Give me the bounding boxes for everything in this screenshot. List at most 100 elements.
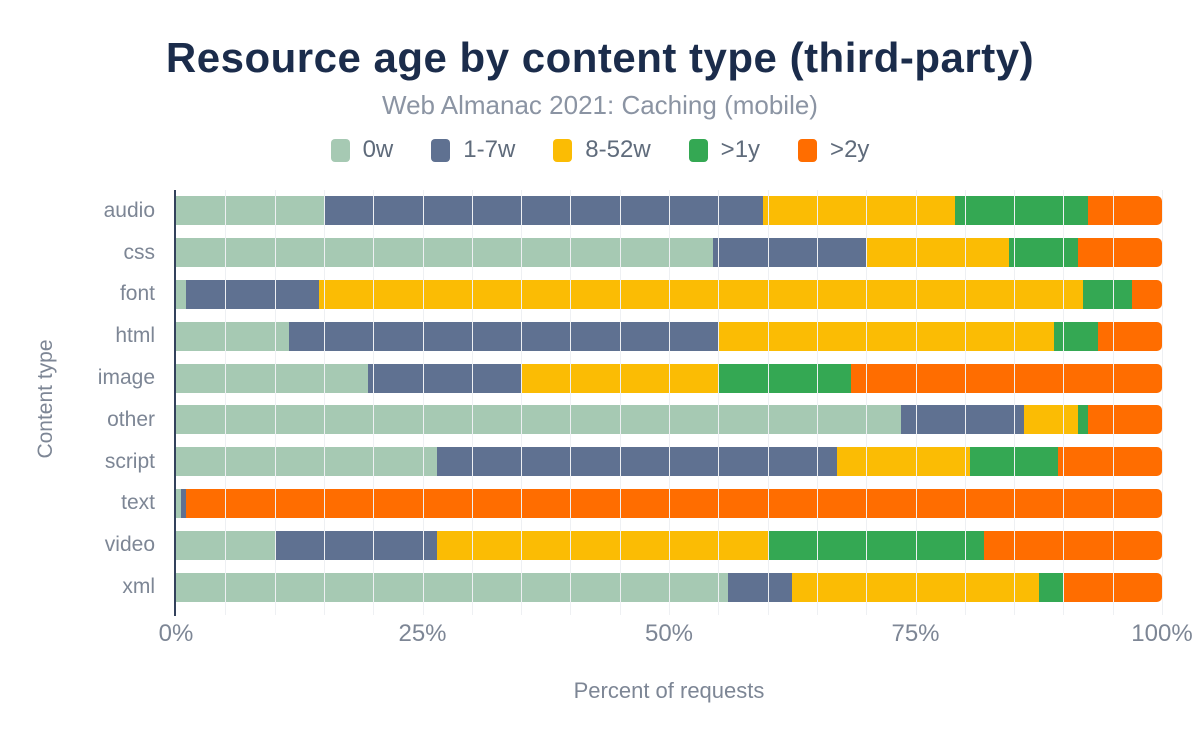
bar-segment-1-7w	[274, 530, 438, 560]
bar-segment-1-7w	[185, 279, 319, 309]
legend-label: >1y	[720, 136, 761, 163]
x-axis-ticks: 0% 25% 50% 75% 100%	[159, 620, 1193, 650]
gridline-35	[521, 190, 523, 615]
bar-segment-8-52w	[836, 447, 970, 477]
legend: 0w 1-7w 8-52w >1y >2y	[0, 136, 1200, 164]
bar-segment-8-52w	[718, 321, 1054, 351]
gridline-90	[1063, 190, 1065, 615]
gridline-20	[373, 190, 375, 615]
gridline-85	[1014, 190, 1016, 615]
bar-segment-0w	[176, 321, 290, 351]
stacked-bar-html	[176, 321, 1162, 351]
gridline-60	[767, 190, 769, 615]
bar-segment->2y	[1088, 196, 1162, 226]
category-label-other: other	[107, 407, 155, 431]
gridline-40	[570, 190, 572, 615]
gridline-55	[718, 190, 720, 615]
category-label-html: html	[115, 324, 155, 348]
x-tick-75: 75%	[891, 620, 940, 647]
bar-segment->2y	[1088, 405, 1162, 435]
gridline-80	[964, 190, 966, 615]
bar-segment-8-52w	[762, 196, 955, 226]
bar-segment-0w	[176, 196, 324, 226]
bar-segment->2y	[1132, 279, 1162, 309]
legend-swatch-icon	[330, 138, 350, 162]
legend-swatch-icon	[798, 138, 818, 162]
bar-segment-0w	[176, 238, 714, 268]
bar-segment->1y	[969, 447, 1059, 477]
bar-segment-0w	[176, 279, 186, 309]
gridline-45	[619, 190, 621, 615]
chart-title: Resource age by content type (third-part…	[165, 34, 1035, 81]
bar-segment->2y	[1078, 238, 1162, 268]
legend-label: 0w	[362, 136, 394, 163]
gridline-75	[915, 190, 917, 615]
legend-item-0w: 0w	[330, 136, 394, 164]
bar-segment-1-7w	[289, 321, 719, 351]
stacked-bar-xml	[176, 572, 1162, 602]
x-tick-50: 50%	[644, 620, 694, 647]
bar-segment-8-52w	[792, 572, 1039, 602]
category-label-script: script	[104, 449, 155, 473]
chart-subtitle: Web Almanac 2021: Caching (mobile)	[382, 90, 818, 120]
bar-rows	[176, 190, 1162, 608]
stacked-bar-script	[176, 447, 1162, 477]
bar-segment-1-7w	[437, 447, 837, 477]
bar-segment->1y	[718, 363, 852, 393]
category-label-font: font	[119, 282, 155, 306]
bar-segment->1y	[1009, 238, 1079, 268]
gridline-25	[422, 190, 424, 615]
category-axis-labels: audio css font html image other script text vide…	[0, 190, 166, 608]
bar-segment-0w	[176, 447, 438, 477]
plot-area	[176, 190, 1163, 615]
category-label-audio: audio	[103, 198, 155, 222]
bar-segment->2y	[1063, 572, 1162, 602]
bar-segment->1y	[1038, 572, 1064, 602]
bar-row-font	[176, 274, 1162, 316]
bar-row-other	[176, 399, 1162, 441]
stacked-bar-audio	[176, 196, 1162, 226]
category-label-video: video	[104, 533, 155, 557]
legend-label: >2y	[830, 136, 870, 163]
bar-segment->1y	[1053, 321, 1098, 351]
bar-row-css	[176, 232, 1162, 274]
bar-segment->1y	[1083, 279, 1133, 309]
bar-segment-1-7w	[713, 238, 867, 268]
stacked-bar-other	[176, 405, 1162, 435]
gridline-30	[471, 190, 473, 615]
bar-segment->2y	[851, 363, 1162, 393]
bar-row-text	[176, 483, 1162, 525]
gridline-100	[1162, 190, 1163, 615]
bar-segment->2y	[1097, 321, 1162, 351]
bar-segment->1y	[1078, 405, 1089, 435]
x-axis-title: Percent of requests	[573, 678, 765, 703]
bar-segment-8-52w	[1023, 405, 1079, 435]
bar-segment->1y	[954, 196, 1089, 226]
bar-row-script	[176, 441, 1162, 483]
bar-segment-1-7w	[900, 405, 1024, 435]
bar-row-html	[176, 315, 1162, 357]
stacked-bar-font	[176, 279, 1162, 309]
gridline-10	[274, 190, 276, 615]
bar-row-audio	[176, 190, 1162, 232]
bar-row-xml	[176, 566, 1162, 608]
bar-segment-1-7w	[368, 363, 522, 393]
bar-segment-0w	[176, 572, 729, 602]
legend-label: 8-52w	[585, 136, 651, 163]
bar-segment-0w	[176, 405, 901, 435]
category-label-text: text	[121, 491, 155, 515]
gridline-5	[225, 190, 227, 615]
bar-segment-8-52w	[866, 238, 1010, 268]
gridline-70	[866, 190, 868, 615]
gridline-50	[669, 190, 670, 615]
bar-segment-1-7w	[323, 196, 763, 226]
stacked-bar-css	[176, 238, 1162, 268]
legend-swatch-icon	[431, 138, 451, 162]
category-label-image: image	[97, 366, 155, 390]
bar-segment->1y	[767, 530, 985, 560]
bar-segment-1-7w	[728, 572, 793, 602]
y-axis-line	[174, 190, 176, 616]
legend-item-1-7w: 1-7w	[431, 136, 515, 164]
stacked-bar-text	[176, 488, 1162, 518]
